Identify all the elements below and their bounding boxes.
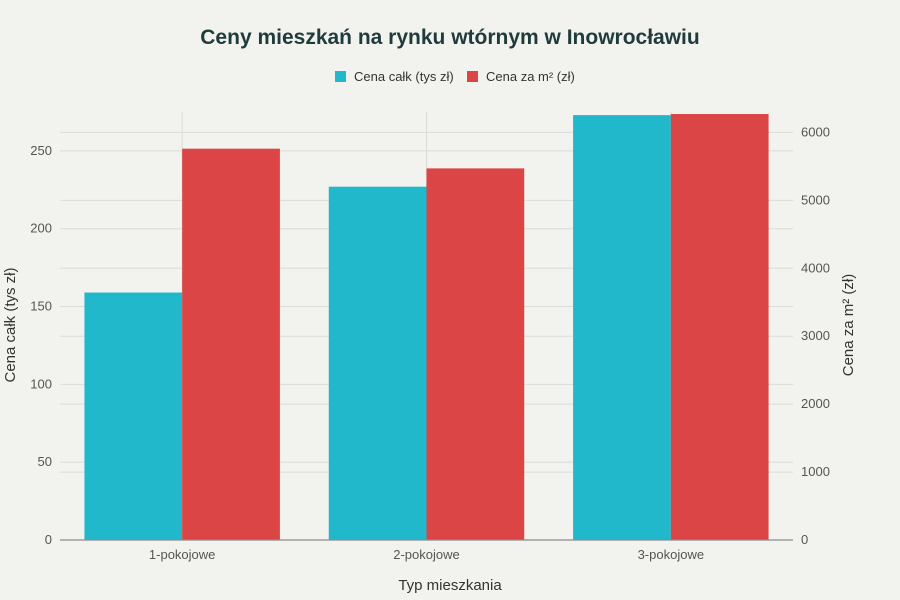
x-axis-title: Typ mieszkania [398, 577, 502, 594]
y-left-tick-label: 50 [38, 454, 52, 469]
y-right-tick-label: 0 [801, 532, 808, 547]
y-left-tick-label: 150 [30, 299, 52, 314]
y-axis-left-title: Cena całk (tys zł) [2, 267, 19, 382]
y-axis-left-ticks: 0 50 100 150 200 250 [30, 143, 52, 547]
y-right-tick-label: 4000 [801, 260, 830, 275]
y-left-tick-label: 100 [30, 376, 52, 391]
y-right-tick-label: 1000 [801, 464, 830, 479]
legend-swatch-per-m2 [467, 71, 478, 82]
y-left-tick-label: 250 [30, 143, 52, 158]
bar-price-per-m2-1-pokojowe[interactable] [182, 148, 280, 540]
bar-price-per-m2-3-pokojowe[interactable] [670, 114, 769, 541]
y-right-tick-label: 5000 [801, 192, 830, 207]
bar-price-per-m2-2-pokojowe[interactable] [426, 168, 525, 540]
y-right-tick-label: 2000 [801, 396, 830, 411]
y-axis-right-title: Cena za m² (zł) [840, 274, 857, 377]
bar-total-price-2-pokojowe[interactable] [328, 186, 427, 541]
legend-label-per-m2: Cena za m² (zł) [486, 69, 575, 84]
legend-label-total: Cena całk (tys zł) [354, 69, 454, 84]
legend-swatch-total [335, 71, 346, 82]
x-tick-label: 1-pokojowe [149, 547, 216, 562]
y-axis-right-ticks: 0 1000 2000 3000 4000 5000 6000 [801, 124, 830, 547]
y-right-tick-label: 6000 [801, 124, 830, 139]
x-axis-ticks: 1-pokojowe 2-pokojowe 3-pokojowe [149, 547, 704, 562]
bars [84, 114, 769, 541]
legend: Cena całk (tys zł) Cena za m² (zł) [335, 69, 575, 84]
chart-title: Ceny mieszkań na rynku wtórnym w Inowroc… [200, 26, 699, 49]
y-left-tick-label: 200 [30, 221, 52, 236]
bar-total-price-1-pokojowe[interactable] [84, 292, 183, 540]
y-left-tick-label: 0 [45, 532, 52, 547]
y-right-tick-label: 3000 [801, 328, 830, 343]
x-tick-label: 3-pokojowe [638, 547, 705, 562]
bar-total-price-3-pokojowe[interactable] [573, 115, 671, 540]
x-tick-label: 2-pokojowe [393, 547, 460, 562]
